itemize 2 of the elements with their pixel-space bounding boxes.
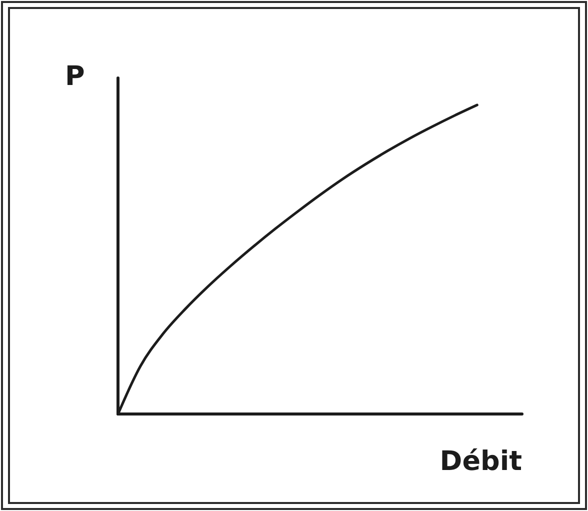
x-axis-title: Débit [440,446,522,477]
y-axis-title: P [65,61,85,92]
